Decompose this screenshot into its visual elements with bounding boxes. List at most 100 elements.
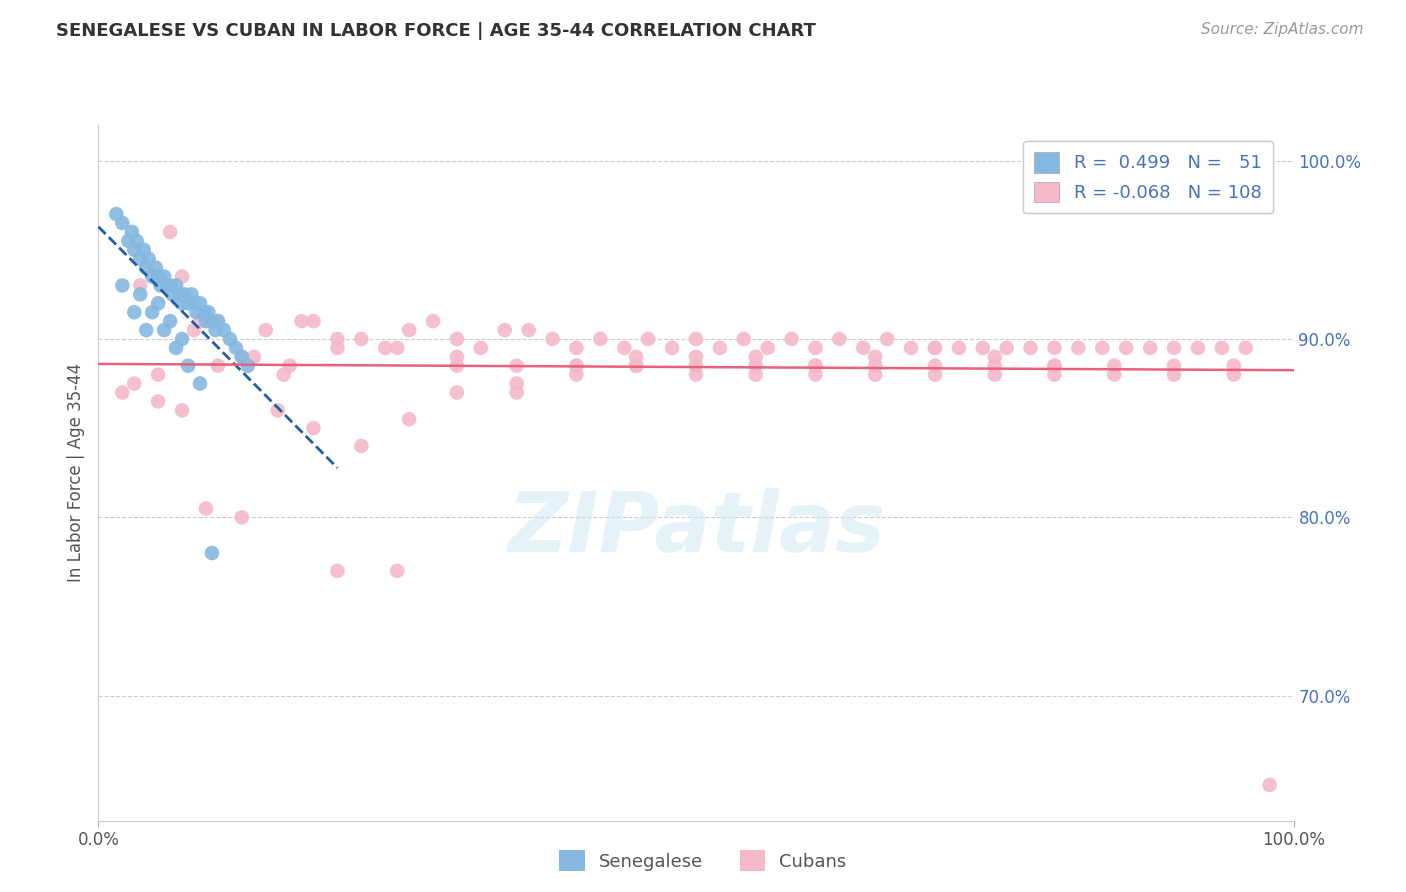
Point — [1187, 341, 1209, 355]
Point — [565, 359, 588, 373]
Point — [984, 350, 1007, 364]
Point — [193, 305, 215, 319]
Y-axis label: In Labor Force | Age 35-44: In Labor Force | Age 35-44 — [66, 363, 84, 582]
Point — [141, 269, 163, 284]
Point — [972, 341, 994, 355]
Point — [517, 323, 540, 337]
Point — [1043, 368, 1066, 382]
Point — [165, 278, 187, 293]
Point — [541, 332, 564, 346]
Point — [446, 350, 468, 364]
Point — [589, 332, 612, 346]
Point — [326, 341, 349, 355]
Point — [135, 260, 157, 275]
Point — [148, 368, 170, 382]
Point — [207, 314, 229, 328]
Point — [135, 323, 157, 337]
Point — [626, 359, 648, 373]
Point — [165, 341, 187, 355]
Point — [177, 359, 200, 373]
Point — [398, 412, 420, 426]
Point — [446, 359, 468, 373]
Point — [446, 385, 468, 400]
Point — [172, 296, 194, 310]
Point — [1222, 359, 1246, 373]
Point — [183, 296, 205, 310]
Point — [267, 403, 290, 417]
Point — [148, 269, 170, 284]
Point — [422, 314, 444, 328]
Point — [876, 332, 898, 346]
Point — [398, 323, 420, 337]
Point — [385, 341, 409, 355]
Point — [212, 323, 235, 337]
Point — [141, 305, 163, 319]
Point — [804, 368, 827, 382]
Point — [169, 287, 191, 301]
Point — [900, 341, 922, 355]
Point — [470, 341, 492, 355]
Point — [188, 314, 211, 328]
Point — [506, 359, 529, 373]
Point — [1091, 341, 1114, 355]
Point — [745, 368, 768, 382]
Point — [194, 501, 218, 516]
Point — [186, 305, 208, 319]
Point — [780, 332, 803, 346]
Point — [121, 225, 143, 239]
Point — [273, 368, 295, 382]
Legend: R =  0.499   N =   51, R = -0.068   N = 108: R = 0.499 N = 51, R = -0.068 N = 108 — [1024, 141, 1272, 213]
Point — [1043, 359, 1066, 373]
Point — [1163, 341, 1185, 355]
Point — [565, 359, 588, 373]
Point — [231, 510, 253, 524]
Legend: Senegalese, Cubans: Senegalese, Cubans — [553, 843, 853, 879]
Point — [1222, 368, 1246, 382]
Point — [1139, 341, 1161, 355]
Point — [159, 225, 181, 239]
Point — [149, 278, 172, 293]
Point — [204, 323, 226, 337]
Point — [995, 341, 1018, 355]
Point — [637, 332, 659, 346]
Point — [350, 439, 373, 453]
Point — [506, 376, 529, 391]
Point — [243, 350, 266, 364]
Point — [984, 359, 1007, 373]
Point — [565, 341, 588, 355]
Point — [173, 287, 195, 301]
Point — [172, 403, 194, 417]
Point — [201, 314, 224, 328]
Point — [385, 564, 409, 578]
Text: ZIPatlas: ZIPatlas — [508, 488, 884, 569]
Point — [685, 368, 707, 382]
Point — [626, 359, 648, 373]
Point — [180, 287, 202, 301]
Point — [1163, 368, 1185, 382]
Point — [350, 332, 373, 346]
Point — [125, 234, 148, 248]
Point — [105, 207, 128, 221]
Point — [302, 421, 325, 435]
Point — [828, 332, 851, 346]
Point — [863, 350, 887, 364]
Point — [1163, 359, 1185, 373]
Point — [162, 287, 184, 301]
Point — [124, 305, 146, 319]
Point — [231, 350, 253, 364]
Point — [852, 341, 875, 355]
Point — [254, 323, 277, 337]
Point — [188, 376, 211, 391]
Point — [219, 332, 242, 346]
Point — [613, 341, 636, 355]
Point — [745, 359, 768, 373]
Point — [148, 296, 170, 310]
Point — [709, 341, 731, 355]
Point — [138, 252, 160, 266]
Point — [1102, 368, 1125, 382]
Point — [153, 269, 176, 284]
Point — [506, 385, 529, 400]
Point — [924, 341, 946, 355]
Point — [1067, 341, 1090, 355]
Point — [626, 350, 648, 364]
